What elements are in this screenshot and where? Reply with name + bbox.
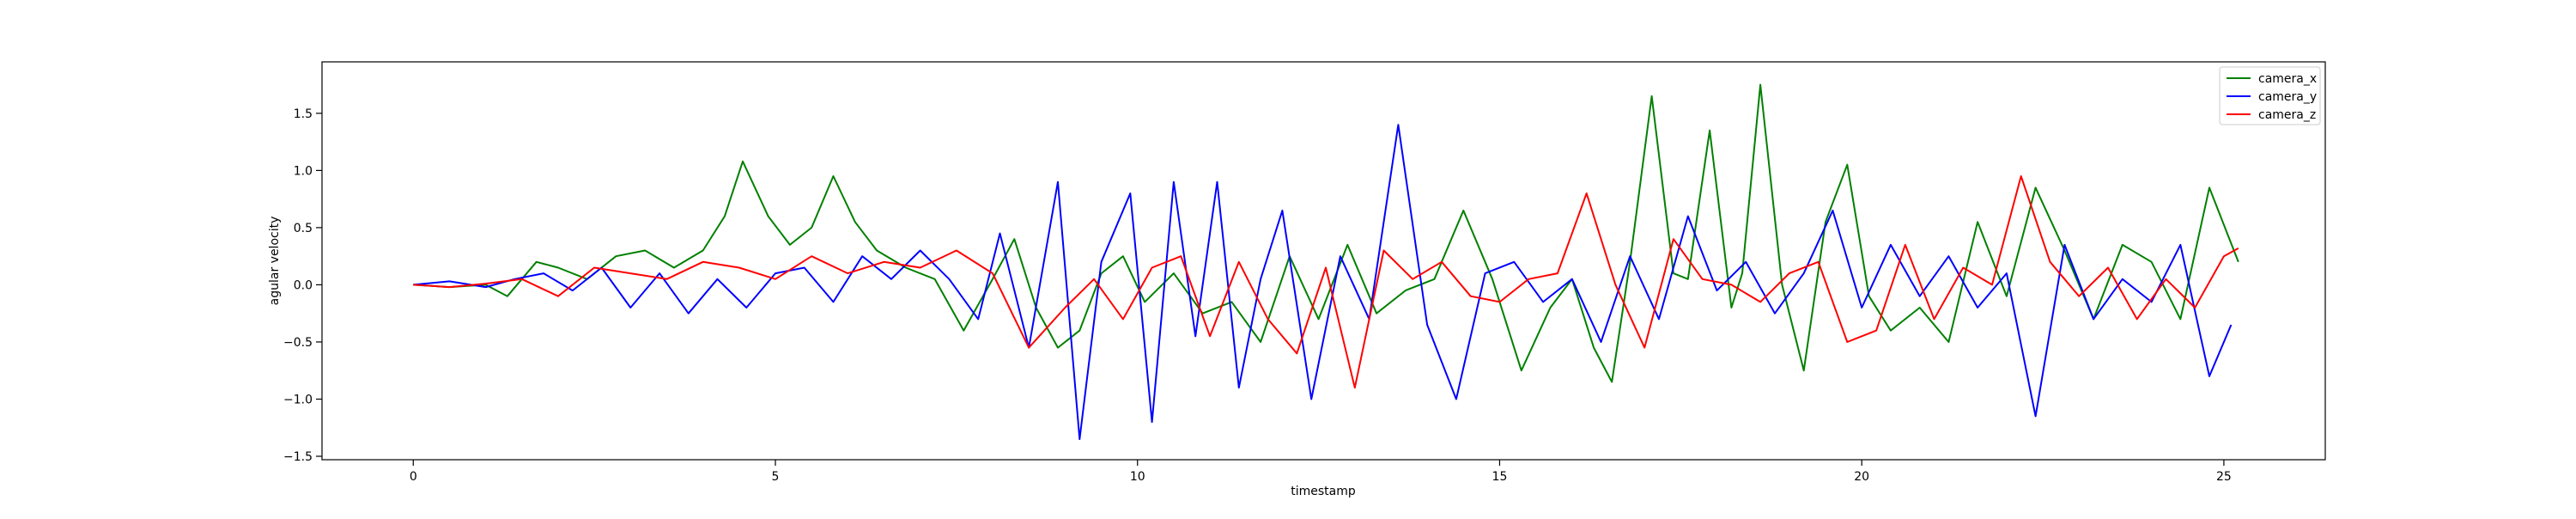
plot-area-frame xyxy=(321,61,2326,461)
legend-entry-camera-z: camera_z xyxy=(2227,108,2316,122)
x-tick-label: 15 xyxy=(1492,470,1508,484)
x-tick-label: 10 xyxy=(1130,470,1145,484)
legend-box xyxy=(2219,66,2321,125)
y-tick-label: −1.5 xyxy=(283,450,313,464)
legend-label-camera-z: camera_z xyxy=(2258,108,2316,122)
legend-entry-camera-x: camera_x xyxy=(2227,72,2317,86)
y-tick-label: −0.5 xyxy=(283,336,313,350)
series-layer xyxy=(413,83,2239,441)
x-tick-label: 0 xyxy=(410,470,417,484)
legend: camera_x camera_y camera_z xyxy=(2219,66,2321,125)
y-axis-label: agular velocity xyxy=(268,217,282,306)
y-tick-label: 0.0 xyxy=(294,278,313,292)
legend-label-camera-x: camera_x xyxy=(2258,72,2317,86)
y-axis-ticks: −1.5 −1.0 −0.5 0.0 0.5 1.0 1.5 xyxy=(283,107,322,464)
legend-entry-camera-y: camera_y xyxy=(2227,90,2317,104)
legend-label-camera-y: camera_y xyxy=(2258,90,2317,104)
series-line-camera-x xyxy=(413,83,2239,383)
x-axis-label: timestamp xyxy=(1291,485,1356,498)
y-tick-label: 1.5 xyxy=(294,107,313,121)
y-tick-label: 1.0 xyxy=(294,164,313,178)
x-tick-label: 20 xyxy=(1854,470,1869,484)
x-axis-ticks: 0 5 10 15 20 25 xyxy=(410,460,2232,484)
y-tick-label: 0.5 xyxy=(294,222,313,235)
series-line-camera-z xyxy=(413,175,2239,389)
x-tick-label: 5 xyxy=(772,470,780,484)
x-tick-label: 25 xyxy=(2216,470,2232,484)
y-tick-label: −1.0 xyxy=(283,393,313,406)
series-line-camera-y xyxy=(413,124,2233,441)
